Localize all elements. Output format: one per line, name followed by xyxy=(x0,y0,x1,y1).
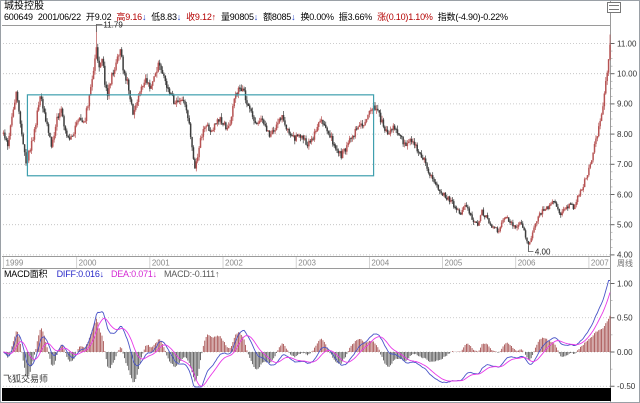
stock-name: 城投控股 xyxy=(4,1,44,12)
quote-field: 开9.02 xyxy=(85,12,112,22)
macd-field: DIFF:0.016↓ xyxy=(56,269,105,279)
macd-header: MACD面积 DIFF:0.016↓ DEA:0.071↓ MACD:-0.111↑ xyxy=(4,269,226,280)
y-axis-label: 11.00 xyxy=(617,39,637,48)
quote-field: 额8085 xyxy=(263,12,292,22)
y-axis-label: 5.00 xyxy=(617,221,633,230)
quote-field: 收9.12 xyxy=(186,12,212,22)
quote-field: 指数(-4.90)-0.22% xyxy=(437,12,508,22)
y-axis-label: 9.00 xyxy=(617,100,633,109)
quote-field: 2001/06/22 xyxy=(37,12,81,22)
x-axis-year-label: 2002 xyxy=(225,259,243,268)
period-label: 周线 xyxy=(617,258,633,268)
y-axis-label: 4.00 xyxy=(617,251,633,260)
bottom-collapsed-panel[interactable] xyxy=(2,388,611,401)
y-axis-label: 6.00 xyxy=(617,190,633,199)
axis-labels: 11.00 10.00 9.00 8.00 7.00 6.00 5.00 4.00 1999 20… xyxy=(3,39,638,391)
x-axis-year-label: 2001 xyxy=(152,259,170,268)
drawn-rectangle-annotation[interactable] xyxy=(26,94,375,177)
x-axis-year-label: 2000 xyxy=(79,259,97,268)
quote-field: ↓ xyxy=(253,12,259,22)
price-gridlines xyxy=(3,43,610,256)
diff-line xyxy=(3,280,610,388)
quote-field: 高9.16 xyxy=(116,12,142,22)
quote-field: ↓ xyxy=(291,12,296,22)
x-axis-year-label: 2005 xyxy=(445,259,463,268)
window-restore-icon[interactable] xyxy=(607,2,621,13)
macd-axis-label: -0.50 xyxy=(617,382,636,391)
macd-axis-label: 1.00 xyxy=(617,279,633,288)
watermark: 飞狐交易师 xyxy=(3,374,49,384)
x-axis-year-label: 1999 xyxy=(6,259,24,268)
x-axis-year-label: 2003 xyxy=(298,259,316,268)
dea-line xyxy=(3,292,611,387)
price-annotations: 11.79 4.00 xyxy=(95,21,551,256)
quote-field: ↓ xyxy=(141,12,147,22)
quote-field: ↑ xyxy=(211,12,217,22)
y-axis-label: 7.00 xyxy=(617,160,633,169)
quote-field: 涨(0.10)1.10% xyxy=(377,12,433,22)
x-axis-year-label: 2007 xyxy=(591,259,609,268)
macd-indicator-name: MACD面积 xyxy=(4,269,48,279)
quote-field: 振3.66% xyxy=(338,12,373,22)
x-axis-year-label: 2004 xyxy=(371,259,389,268)
macd-axis-label: 0.50 xyxy=(617,314,633,323)
quote-field: 低8.83 xyxy=(151,12,177,22)
high-price-annotation: 11.79 xyxy=(103,21,123,30)
y-axis-label: 8.00 xyxy=(617,130,633,139)
macd-field: MACD:-0.111↑ xyxy=(163,269,220,279)
low-price-annotation: 4.00 xyxy=(535,247,551,256)
quote-field: 换0.00% xyxy=(300,12,334,22)
macd-field: DEA:0.071↓ xyxy=(110,269,157,279)
quote-field: 量90805 xyxy=(220,12,254,22)
candlestick-series xyxy=(2,26,611,251)
quote-field: 600649 xyxy=(4,12,33,22)
y-axis-label: 10.00 xyxy=(617,70,638,79)
macd-axis-label: 0.00 xyxy=(617,348,633,357)
quote-bar: 600649 2001/06/22 开9.02 高9.16↓ 低8.83↓ 收9.12↑ 量… xyxy=(4,12,508,23)
quote-field: ↓ xyxy=(176,12,182,22)
macd-panel xyxy=(3,280,611,388)
x-axis-year-label: 2006 xyxy=(518,259,536,268)
